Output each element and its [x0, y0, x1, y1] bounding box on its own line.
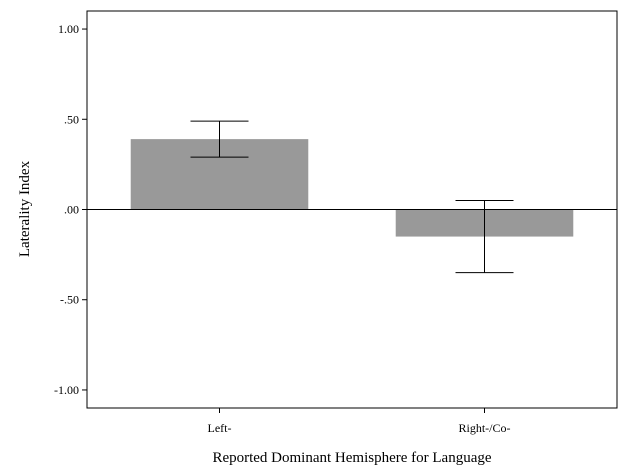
y-tick-label: -.50: [60, 293, 79, 307]
y-tick-label: -1.00: [54, 383, 79, 397]
x-tick-label-2: Right-/Co-: [458, 421, 510, 435]
y-tick-label: .50: [64, 112, 79, 126]
y-tick-label: .00: [64, 203, 79, 217]
x-tick-label-1: Left-: [208, 421, 232, 435]
x-axis-title: Reported Dominant Hemisphere for Languag…: [212, 450, 491, 466]
plot-area: 1.00 .50 .00 -.50 -1.00 Left- Right-/Co-: [54, 10, 618, 435]
y-tick-label: 1.00: [58, 22, 79, 36]
y-axis-title: Laterality Index: [17, 160, 33, 257]
